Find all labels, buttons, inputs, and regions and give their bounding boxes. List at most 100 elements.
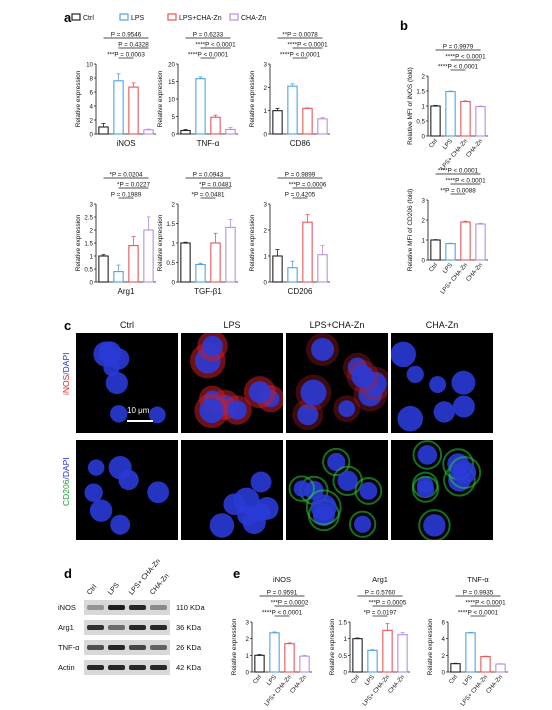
micrograph-image	[93, 341, 166, 424]
y-axis-label: Relative MFI of CD206 (fold)	[407, 189, 414, 271]
y-axis-label: Relative expression	[249, 214, 256, 271]
y-tick-label: 0	[264, 132, 268, 139]
western-band	[150, 645, 167, 650]
x-axis-label: TNF-α	[197, 139, 220, 148]
category-label-0: Ctrl	[252, 674, 263, 685]
y-tick-label: 2	[172, 202, 176, 209]
micro-col-lps: LPS	[223, 320, 241, 330]
x-axis-label: Arg1	[118, 287, 135, 296]
y-tick-label: 0.5	[416, 119, 425, 126]
western-row-kda-1: 36 KDa	[176, 623, 202, 632]
chart-a-CD206: 0 1 2 3 Relative expression CD206 P = 0.9899 **…	[249, 172, 330, 296]
bar-1	[445, 91, 456, 137]
y-tick-label: 1	[246, 653, 250, 660]
y-tick-label: 2	[90, 118, 94, 125]
legend-label-3: CHA-Zn	[241, 15, 266, 22]
western-band	[129, 605, 146, 610]
micrograph-image	[189, 333, 283, 429]
bar-2	[210, 242, 221, 283]
bar-3	[317, 118, 328, 135]
bar-3	[397, 634, 408, 673]
stat-label-2: *P = 0.0197	[364, 610, 397, 617]
y-axis-label: Relative expression	[75, 214, 82, 271]
micrograph-r0-c3	[391, 333, 493, 433]
stat-label-1: ****P < 0.0001	[465, 600, 506, 607]
panel-label-b: b	[400, 18, 408, 33]
y-tick-label: 15	[168, 79, 175, 86]
bar-3	[299, 655, 310, 673]
western-band	[87, 665, 104, 670]
stat-label-0: ****P < 0.0001	[438, 168, 479, 175]
stat-label-2: P = 0.1989	[111, 192, 142, 199]
stat-label-2: ****P < 0.0001	[262, 610, 303, 617]
bar-2	[460, 100, 471, 137]
panel-label-d: d	[64, 566, 72, 581]
micrograph-r0-c0	[76, 333, 178, 433]
y-tick-label: 0	[90, 280, 94, 287]
western-band	[108, 605, 125, 610]
stat-label-0: P = 0.9591	[267, 590, 298, 597]
y-tick-label: 5	[172, 114, 176, 121]
bar-3	[317, 254, 328, 283]
x-axis-label: iNOS	[116, 139, 135, 148]
stat-label-0: P = 0.9546	[111, 32, 142, 39]
micrograph-image	[288, 447, 383, 538]
y-tick-label: 2	[264, 228, 268, 235]
chart-a-Arg1: 0 0.5 1 1.5 2 2.5 3 Relative expression Arg1 *P =…	[75, 172, 156, 296]
bar-0	[254, 654, 265, 673]
y-tick-label: 1.5	[84, 241, 93, 248]
stat-label-0: *P = 0.0204	[110, 172, 143, 179]
bar-1	[269, 632, 280, 673]
y-tick-label: 1.5	[166, 221, 175, 228]
y-tick-label: 1.5	[416, 89, 425, 96]
y-tick-label: 0	[172, 280, 176, 287]
stat-label-2: ****P < 0.0001	[280, 52, 321, 59]
y-tick-label: 1	[172, 241, 176, 248]
bar-0	[272, 110, 283, 135]
y-tick-label: 3	[246, 620, 250, 627]
bar-2	[382, 629, 393, 673]
y-tick-label: 3	[90, 202, 94, 209]
category-label-1: LPS	[442, 262, 454, 275]
y-tick-label: 1	[344, 636, 348, 643]
western-band	[87, 625, 104, 630]
western-strip-1	[84, 620, 170, 635]
western-row-kda-0: 110 KDa	[176, 603, 205, 612]
stat-label-1: ****P < 0.0001	[445, 178, 486, 185]
bar-0	[450, 663, 461, 673]
category-label-0: Ctrl	[350, 674, 361, 685]
bar-3	[475, 106, 486, 137]
y-axis-label: Relative expression	[157, 70, 164, 127]
category-label-3: CHA-Zn	[466, 138, 485, 158]
legend-swatch-0	[71, 13, 81, 21]
stat-label-0: **P = 0.0078	[282, 32, 318, 39]
y-axis-label: Relative expression	[249, 70, 256, 127]
bar-2	[480, 656, 491, 673]
y-tick-label: 2	[264, 85, 268, 92]
y-tick-label: 0	[246, 670, 250, 677]
western-band	[129, 665, 146, 670]
western-band	[108, 665, 125, 670]
category-label-0: Ctrl	[448, 674, 459, 685]
stat-label-1: ****P < 0.0001	[445, 54, 486, 61]
stat-label-2: *P = 0.0481	[192, 192, 225, 199]
western-strip-2	[84, 640, 170, 655]
y-tick-label: 10	[168, 97, 175, 104]
western-row-kda-2: 26 KDa	[176, 643, 202, 652]
stat-label-1: P = 0.4328	[118, 42, 149, 49]
x-axis-label: CD206	[288, 287, 313, 296]
micrograph-r0-c1	[181, 333, 283, 433]
bar-0	[180, 129, 191, 135]
western-band	[129, 625, 146, 630]
stat-label-1: *P = 0.0481	[199, 182, 232, 189]
y-tick-label: 3	[264, 202, 268, 209]
panel-label-e: e	[233, 566, 241, 581]
micro-col-ctrl: Ctrl	[120, 320, 134, 330]
western-row-name-2: TNF-α	[58, 643, 80, 652]
western-band	[150, 625, 167, 630]
micrograph-r1-c0	[76, 440, 178, 540]
western-band	[87, 645, 104, 650]
bar-0	[180, 242, 191, 283]
